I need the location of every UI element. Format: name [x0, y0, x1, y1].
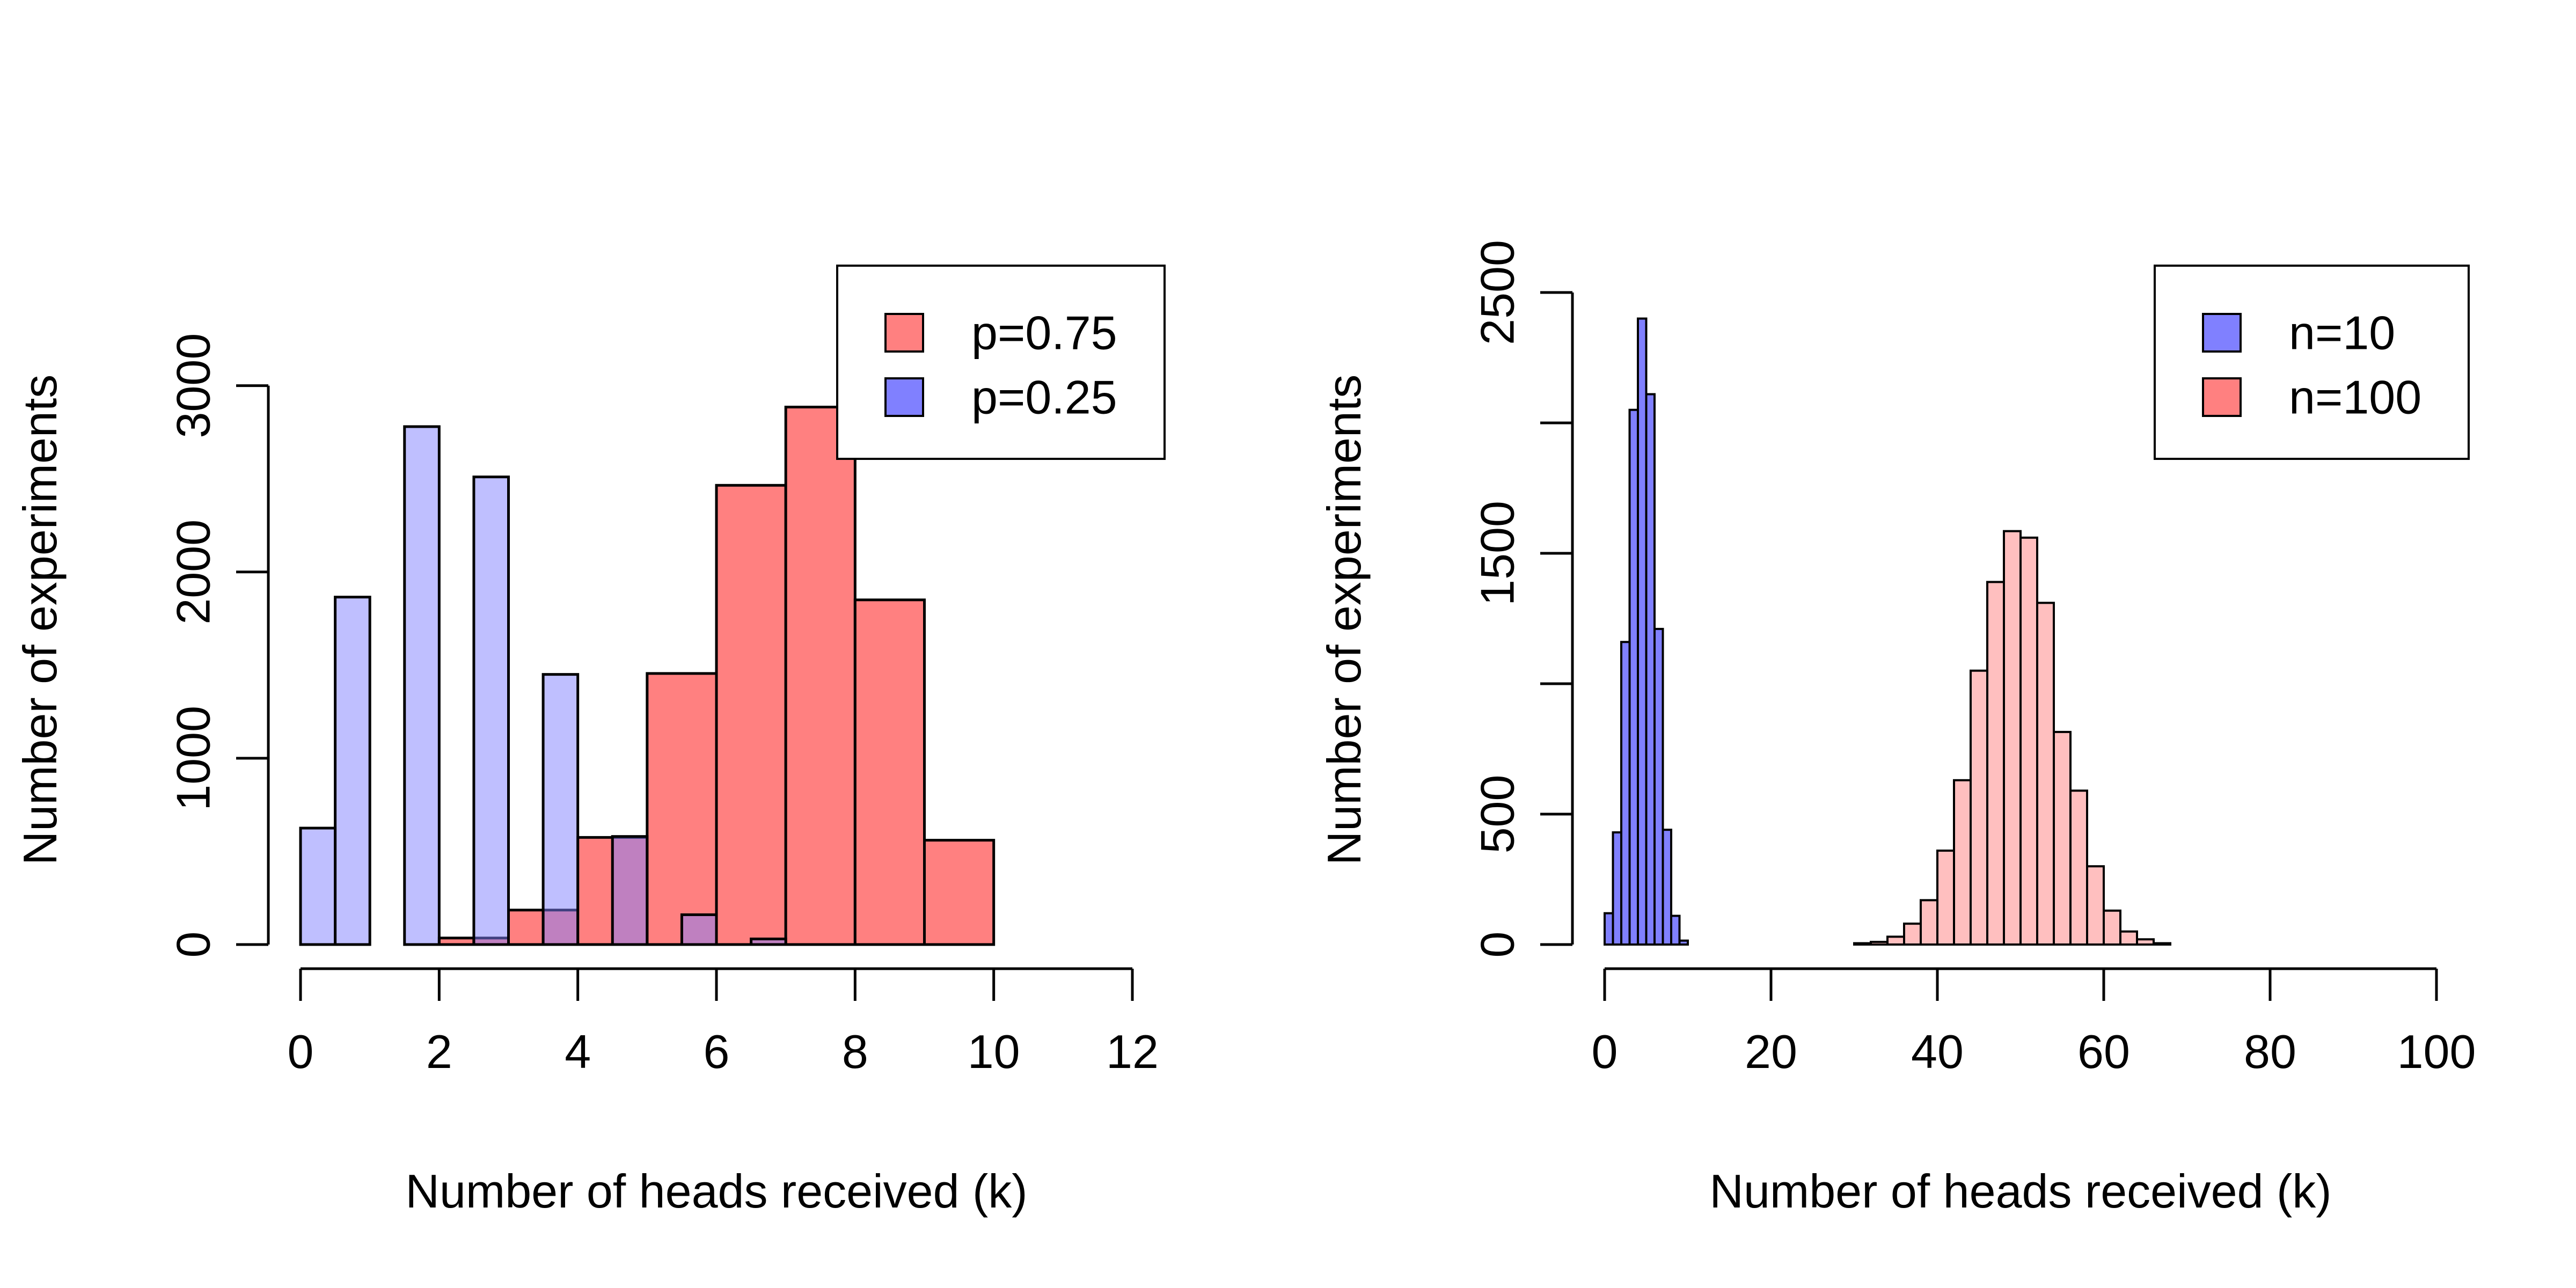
x-tick-label: 0 — [1592, 1025, 1618, 1078]
bar-n100-5 — [1936, 850, 1955, 946]
bar-p025-0 — [299, 826, 337, 946]
bar-n100-17 — [2136, 938, 2155, 946]
x-axis: 0 20 40 60 80 100 — [1592, 967, 2476, 1078]
legend-box — [836, 265, 1166, 460]
legend-label: n=100 — [2289, 371, 2421, 424]
bar-n10-6 — [1653, 627, 1664, 946]
bar-p075-6 — [715, 484, 787, 946]
x-axis-label: Number of heads received (k) — [1709, 1165, 2331, 1218]
y-tick-label: 0 — [1471, 932, 1524, 958]
bar-p025-5 — [611, 835, 649, 946]
legend-label: n=10 — [2289, 306, 2395, 360]
y-tick-label: 1500 — [1471, 501, 1524, 606]
legend-label: p=0.25 — [971, 371, 1117, 424]
x-tick-label: 20 — [1745, 1025, 1797, 1078]
bar-n100-4 — [1920, 899, 1938, 946]
bar-n100-8 — [1986, 581, 2005, 946]
x-tick-label: 10 — [968, 1025, 1020, 1078]
y-axis: 0 500 1500 2500 — [1471, 240, 1574, 958]
chart-right: 0 20 40 60 80 100 0 500 1500 2500 Number of head… — [1318, 240, 2476, 1218]
bar-n10-8 — [1670, 914, 1681, 946]
bar-n10-5 — [1645, 393, 1656, 946]
legend-swatch — [884, 377, 924, 417]
bar-n100-3 — [1903, 923, 1922, 946]
bar-p075-0 — [437, 936, 475, 946]
bar-n100-11 — [2036, 602, 2055, 946]
legend-swatch — [884, 313, 924, 353]
bar-p075-8 — [853, 598, 926, 946]
y-axis: 0 1000 2000 3000 — [167, 333, 270, 958]
bar-n10-9 — [1678, 939, 1689, 946]
bar-n100-9 — [2003, 530, 2022, 946]
x-tick-label: 60 — [2077, 1025, 2130, 1078]
x-tick-label: 2 — [426, 1025, 452, 1078]
x-tick-label: 4 — [565, 1025, 591, 1078]
bar-n10-2 — [1620, 641, 1631, 946]
x-tick-label: 40 — [1911, 1025, 1964, 1078]
x-tick-label: 0 — [288, 1025, 314, 1078]
bar-p025-3 — [472, 475, 510, 946]
bar-n100-1 — [1870, 941, 1889, 946]
y-tick-label: 3000 — [167, 333, 220, 438]
x-tick-label: 80 — [2244, 1025, 2296, 1078]
bar-n100-7 — [1970, 669, 1988, 946]
y-tick-label: 0 — [167, 932, 220, 958]
bar-n100-14 — [2086, 865, 2105, 946]
bar-p075-2 — [507, 909, 545, 946]
bar-p075-5 — [646, 672, 718, 946]
bars-group — [299, 405, 996, 946]
bar-p075-7 — [784, 405, 857, 946]
bar-n100-18 — [2153, 942, 2171, 946]
bar-p025-1 — [334, 596, 371, 946]
bar-p025-6 — [680, 913, 718, 946]
legend-box — [2154, 265, 2470, 460]
bars-group — [1604, 317, 2171, 946]
y-tick-label: 500 — [1471, 775, 1524, 854]
y-tick-label: 1000 — [167, 706, 220, 811]
bar-n100-16 — [2119, 930, 2138, 946]
x-axis-label: Number of heads received (k) — [405, 1165, 1027, 1218]
bar-n100-13 — [2069, 789, 2088, 946]
y-axis-label: Number of experiments — [13, 375, 67, 866]
bar-n100-6 — [1953, 779, 1972, 946]
bar-n10-0 — [1604, 912, 1614, 946]
bar-n10-3 — [1628, 408, 1639, 946]
bar-n100-0 — [1853, 942, 1872, 946]
legend: n=10 n=100 — [2154, 265, 2470, 460]
bar-p025-7 — [750, 938, 787, 946]
bar-n10-4 — [1637, 317, 1648, 946]
bar-n10-7 — [1662, 829, 1672, 946]
x-tick-label: 100 — [2397, 1025, 2476, 1078]
legend-swatch — [2202, 313, 2242, 353]
bar-n10-1 — [1612, 831, 1622, 946]
bar-n100-12 — [2053, 730, 2072, 946]
y-tick-label: 2000 — [167, 519, 220, 625]
bar-p025-4 — [541, 673, 580, 946]
y-tick-label: 2500 — [1471, 240, 1524, 345]
y-axis-label: Number of experiments — [1318, 375, 1371, 866]
x-tick-label: 12 — [1106, 1025, 1159, 1078]
chart-left: 0 2 4 6 8 10 12 0 1000 2000 3000 Number of heads … — [13, 265, 1166, 1218]
bar-p075-9 — [923, 839, 996, 946]
x-axis: 0 2 4 6 8 10 12 — [288, 967, 1159, 1078]
x-tick-label: 6 — [704, 1025, 730, 1078]
bar-n100-2 — [1886, 935, 1905, 946]
legend-swatch — [2202, 377, 2242, 417]
legend-label: p=0.75 — [971, 306, 1117, 360]
bar-n100-15 — [2103, 909, 2121, 946]
bar-n100-10 — [2019, 536, 2038, 946]
legend: p=0.75 p=0.25 — [836, 265, 1166, 460]
bar-p025-2 — [403, 425, 441, 946]
x-tick-label: 8 — [842, 1025, 868, 1078]
